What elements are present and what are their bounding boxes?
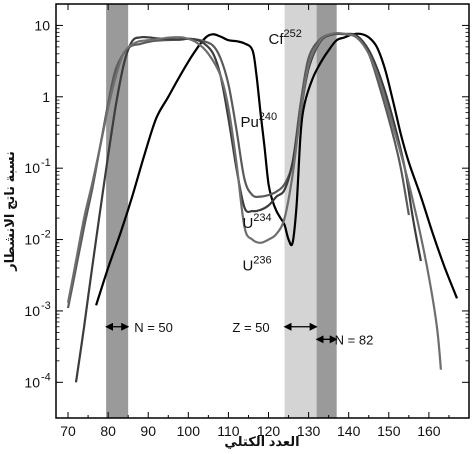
y-tick-label: 10 bbox=[24, 374, 40, 390]
y-tick-label: 10 bbox=[34, 17, 50, 33]
y-tick-label: 10 bbox=[24, 303, 40, 319]
x-tick-label-120: 120 bbox=[257, 423, 281, 439]
y-tick-label: 1 bbox=[42, 89, 50, 105]
annotation-label-1: N = 50 bbox=[134, 320, 173, 335]
annotation-label-3: N = 82 bbox=[335, 332, 374, 347]
y-tick-exponent: -3 bbox=[41, 300, 51, 312]
curve-label-u236: U236 bbox=[242, 254, 271, 274]
y-axis-title: نسبة ناتج الانشطار bbox=[2, 151, 17, 272]
y-tick-label: 10 bbox=[24, 232, 40, 248]
y-tick-label: 10 bbox=[24, 160, 40, 176]
x-tick-label-100: 100 bbox=[177, 423, 201, 439]
curve-label-cf252: Cf252 bbox=[269, 28, 302, 48]
x-tick-label-140: 140 bbox=[337, 423, 361, 439]
curve-labels: Cf252 Pu240 U234 U236 bbox=[240, 28, 301, 274]
x-tick-label-70: 70 bbox=[60, 423, 76, 439]
annotations: N = 50 Z = 50 N = 82 bbox=[105, 320, 374, 347]
series-line-u236 bbox=[66, 31, 442, 370]
shaded-band-3 bbox=[316, 4, 337, 418]
plot-frame bbox=[55, 3, 470, 419]
x-tick-label-150: 150 bbox=[377, 423, 401, 439]
x-tick-label-110: 110 bbox=[217, 423, 240, 439]
shaded-band-2 bbox=[284, 4, 317, 418]
shaded-band-1 bbox=[106, 4, 129, 418]
x-tick-label-90: 90 bbox=[140, 423, 156, 439]
y-tick-exponent: -1 bbox=[41, 157, 51, 169]
highlight-bands bbox=[106, 4, 337, 418]
x-tick-label-130: 130 bbox=[297, 423, 321, 439]
y-tick-exponent: -2 bbox=[41, 229, 51, 241]
annotation-label-2: Z = 50 bbox=[232, 320, 269, 335]
series-line-cf252 bbox=[95, 32, 459, 306]
yield-curves bbox=[66, 31, 459, 383]
x-tick-label-80: 80 bbox=[100, 423, 116, 439]
x-axis-title: العدد الكتلي bbox=[224, 434, 299, 449]
curve-label-pu240: Pu240 bbox=[240, 111, 277, 131]
curve-label-u234: U234 bbox=[242, 212, 271, 232]
x-tick-label-160: 160 bbox=[417, 423, 441, 439]
y-tick-exponent: -4 bbox=[41, 371, 51, 383]
axis-ticks: 70 80 90 100 110 120 130 140 150 16010110-110-210… bbox=[24, 4, 469, 439]
